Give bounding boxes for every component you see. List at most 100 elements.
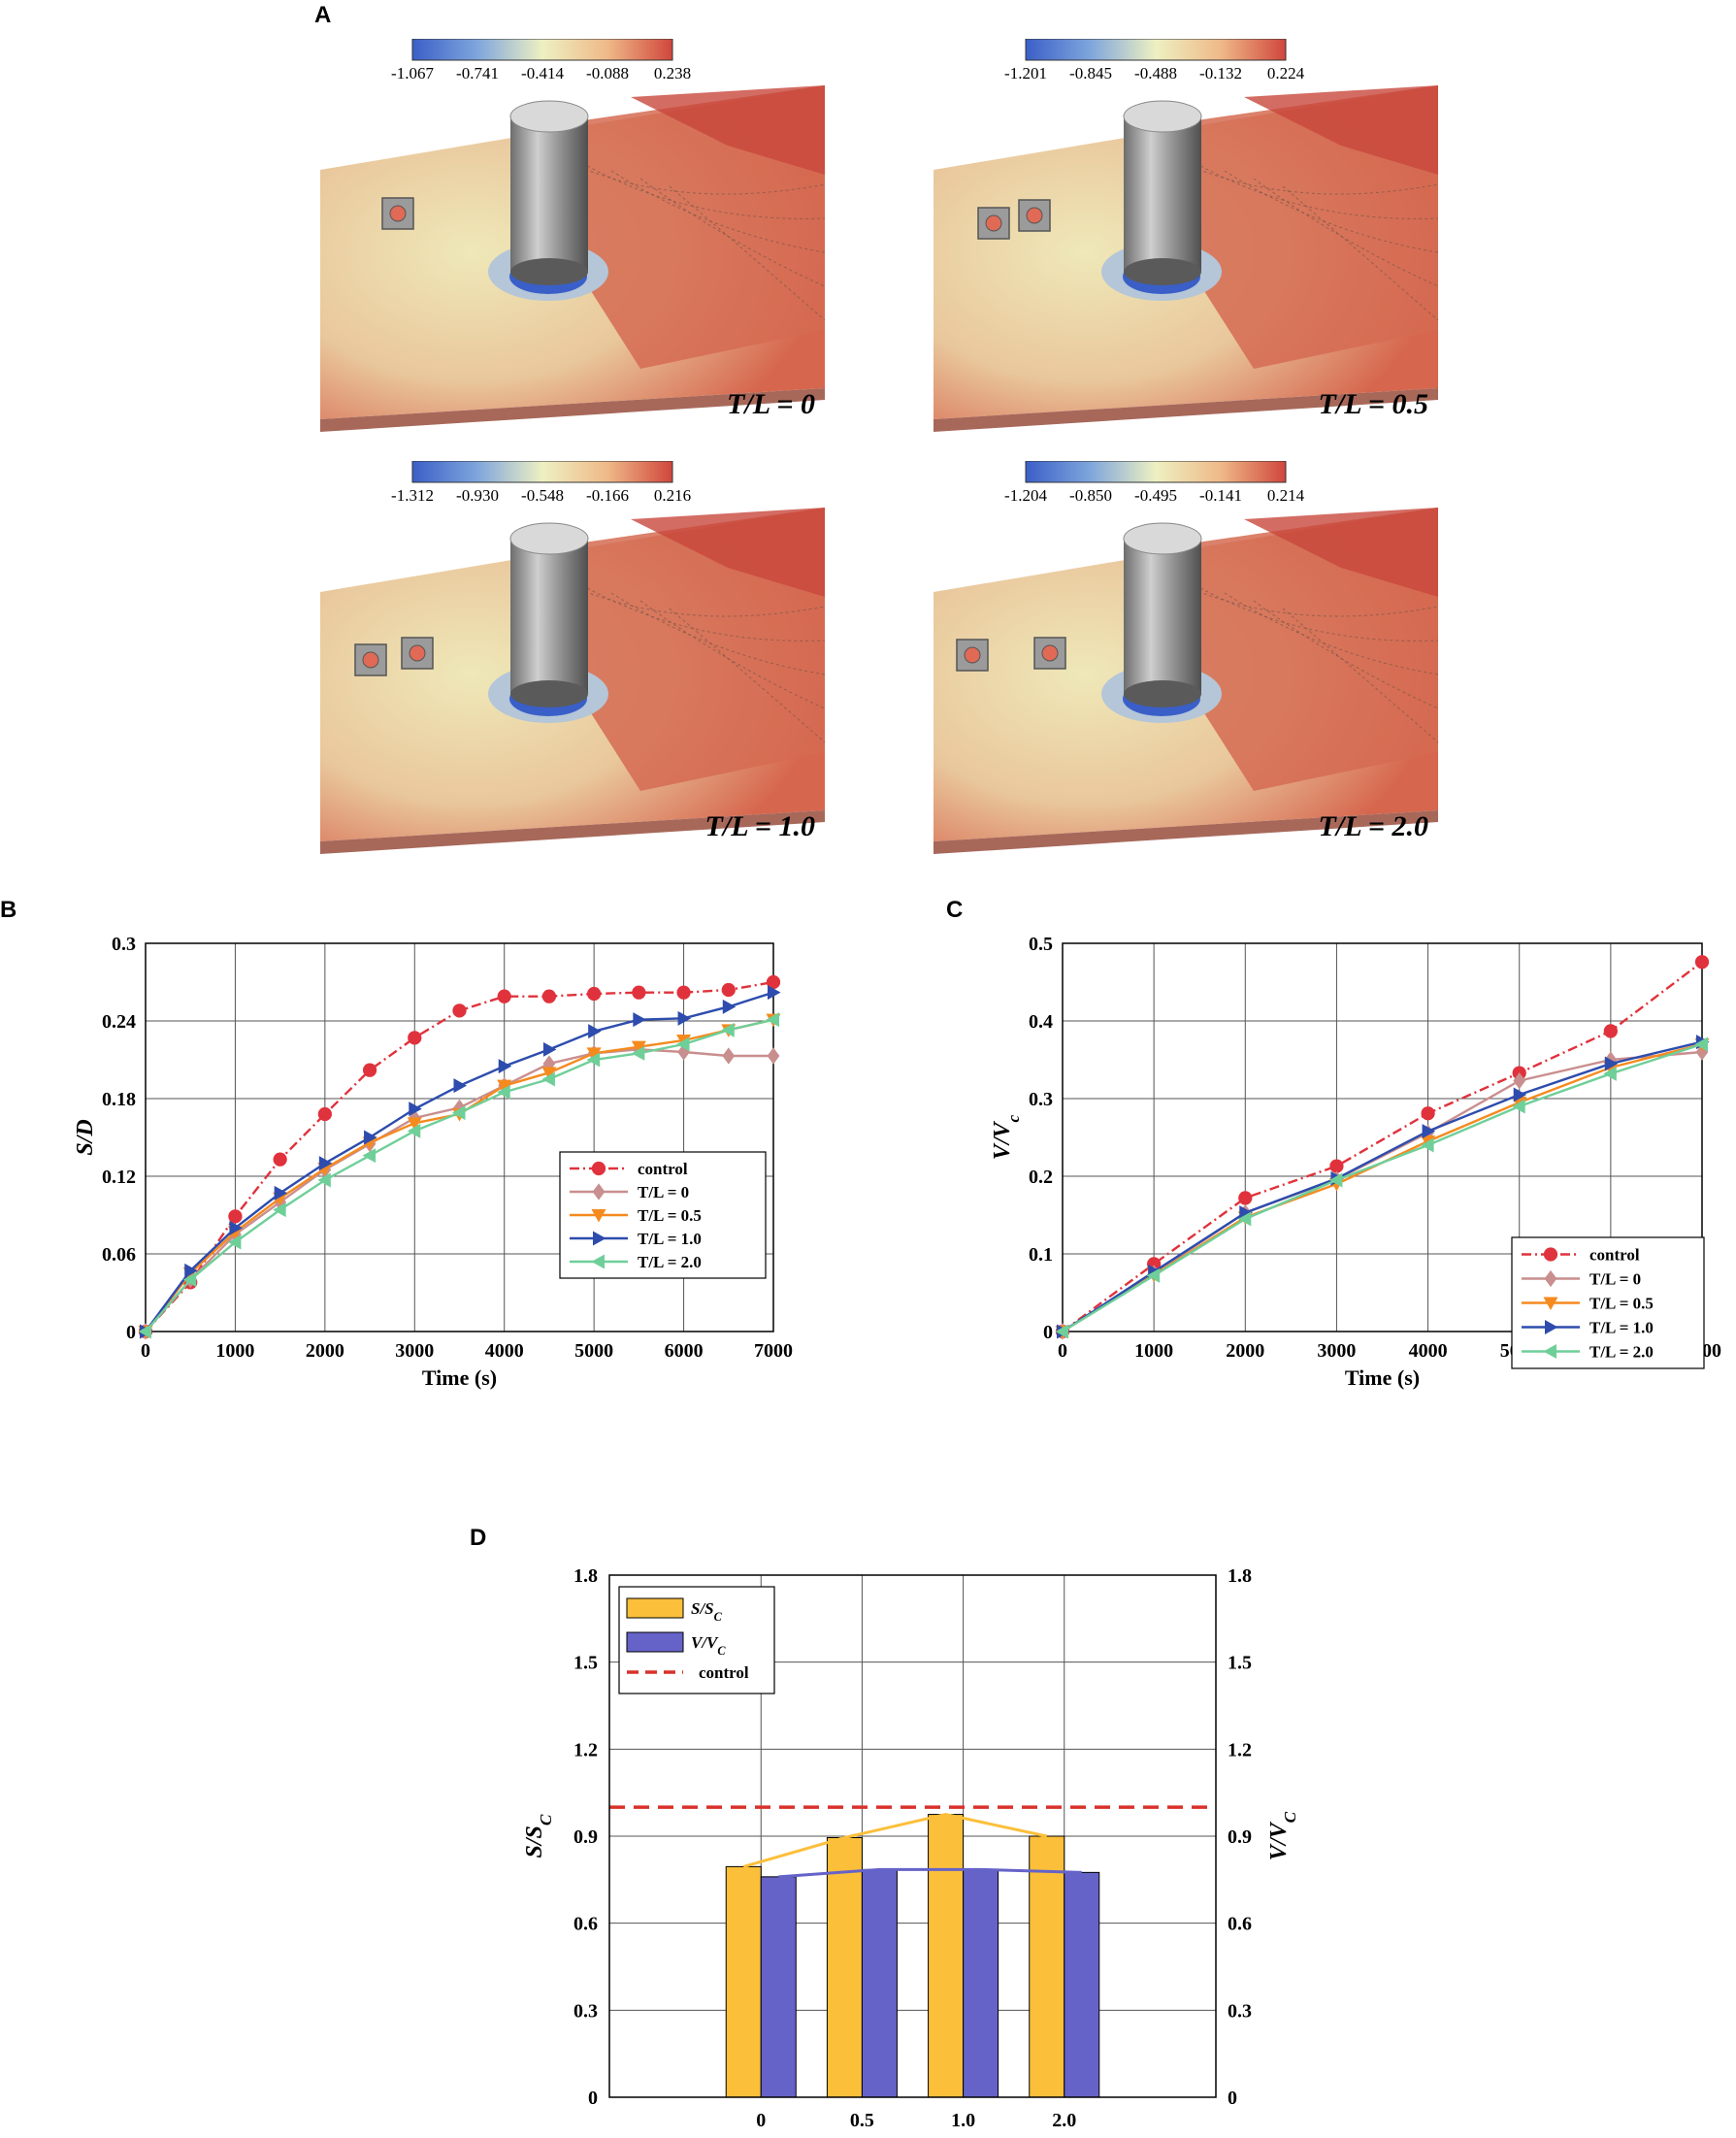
y-tick-label-right: 0.3: [1228, 2000, 1252, 2022]
contour-line: [581, 162, 826, 219]
contour-line: [1195, 584, 1439, 641]
data-point: [676, 985, 691, 1000]
legend-label: T/L = 0: [638, 1183, 689, 1201]
bar: [861, 1868, 898, 2098]
data-point: [588, 1024, 602, 1039]
x-axis-label: Time (s): [1345, 1365, 1420, 1390]
y-axis-label-right: V/VC: [1266, 1811, 1299, 1860]
bed-edge: [320, 388, 825, 432]
legend-marker: [1545, 1320, 1558, 1334]
data-point: [498, 1059, 512, 1074]
colorbar-tick-label: -1.312: [391, 486, 434, 505]
data-point: [768, 985, 781, 1001]
colorbar-tick-label: -0.741: [456, 64, 499, 82]
data-point: [274, 1185, 288, 1201]
panel-letter-c: C: [946, 897, 964, 923]
y-tick-label-left: 0.6: [573, 1914, 598, 1935]
legend-label: control: [1589, 1246, 1640, 1265]
data-point: [317, 1106, 332, 1122]
series-line: [1062, 1042, 1703, 1333]
contour-line: [1195, 162, 1439, 219]
data-point: [1694, 1036, 1708, 1052]
data-point: [767, 1047, 780, 1065]
y-tick-label: 0.06: [102, 1244, 136, 1266]
panel-letter-a: A: [314, 2, 332, 28]
cube-hole: [362, 651, 379, 669]
legend-marker: [1543, 1247, 1558, 1262]
panel-letter-b: B: [0, 897, 17, 923]
colorbar-tick-label: -0.548: [521, 486, 564, 505]
data-point: [722, 1047, 736, 1065]
data-point: [1421, 1106, 1435, 1121]
y-tick-label: 0.12: [102, 1167, 136, 1188]
data-point: [542, 1041, 557, 1057]
data-point: [407, 1117, 422, 1131]
legend-label: S/SC: [691, 1599, 723, 1624]
y-tick-label: 0.18: [102, 1089, 136, 1110]
data-point: [497, 1079, 512, 1094]
x-tick-label: 0: [141, 1340, 150, 1362]
data-point: [632, 985, 646, 1000]
contour-line: [639, 600, 826, 709]
contour-line: [1224, 592, 1439, 675]
x-tick-label: 2000: [306, 1340, 344, 1362]
cube-hole: [409, 644, 426, 662]
data-point: [1237, 1211, 1252, 1227]
colorbar: [1025, 39, 1287, 61]
y-tick-label: 0.24: [102, 1011, 136, 1033]
chart-d-normalized-bars: 0 0 0.3 0.3 0.6 0.6 0.9 0.9 1.2 1.2 1.5 1.5 1.8 1.8 0 0…: [522, 1565, 1299, 2131]
data-point: [1238, 1191, 1253, 1205]
data-point: [676, 1036, 690, 1052]
y-tick-label-left: 0: [588, 2088, 598, 2109]
panel-label: T/L = 2.0: [1318, 810, 1428, 842]
data-point: [631, 1045, 645, 1061]
contour-line: [581, 584, 826, 641]
cube-hole: [1041, 644, 1059, 662]
x-tick-label: 5000: [574, 1340, 613, 1362]
colorbar: [1025, 461, 1287, 483]
contour-line: [1253, 178, 1439, 287]
contour-panel: -1.201 -0.845 -0.488 -0.132 0.224 T/L = 0.5: [934, 39, 1545, 456]
legend-label: T/L = 2.0: [1589, 1343, 1654, 1362]
contour-line: [639, 178, 826, 287]
y-tick-label: 0.3: [1029, 1089, 1053, 1110]
cube-hole: [1026, 207, 1043, 224]
data-point: [184, 1263, 198, 1278]
data-point: [631, 1040, 646, 1055]
panel-letter-d: D: [470, 1525, 487, 1551]
legend-label: T/L = 2.0: [638, 1253, 702, 1271]
data-point: [453, 1078, 467, 1094]
contour-line: [1253, 600, 1439, 709]
contour-line: [669, 185, 826, 321]
data-point: [1055, 1324, 1068, 1339]
y-axis-label-left: S/SC: [522, 1814, 555, 1858]
cube-hole: [389, 205, 407, 222]
x-tick-label: 4000: [485, 1340, 524, 1362]
colorbar-tick-label: -0.141: [1199, 486, 1242, 505]
pile-top: [509, 522, 589, 555]
series-line: [1062, 961, 1703, 1332]
colorbar-tick-label: 0.238: [653, 64, 692, 82]
series-trend-line: [778, 1867, 1082, 1879]
pile-top: [1123, 100, 1202, 133]
data-point: [409, 1102, 422, 1117]
cube-hole: [985, 214, 1002, 232]
contour-render: [934, 461, 1439, 854]
y-tick-label: 0.3: [112, 934, 136, 955]
contour-line: [610, 170, 826, 253]
contour-line: [1282, 185, 1439, 321]
data-point: [1329, 1159, 1344, 1173]
contour-render: [934, 39, 1439, 432]
contour-line: [610, 592, 826, 675]
colorbar-tick-label: -1.201: [1004, 64, 1047, 82]
data-point: [1603, 1024, 1618, 1038]
colorbar-tick-label: -0.495: [1134, 486, 1177, 505]
data-point: [721, 982, 736, 998]
colorbar-tick-label: 0.224: [1266, 64, 1305, 82]
colorbar-tick-label: -0.414: [521, 64, 564, 82]
data-point: [453, 1099, 466, 1116]
data-point: [318, 1156, 333, 1171]
data-point: [541, 989, 557, 1003]
data-point: [766, 1012, 779, 1028]
contour-panel: -1.204 -0.850 -0.495 -0.141 0.214 T/L = 2.0: [934, 461, 1545, 878]
